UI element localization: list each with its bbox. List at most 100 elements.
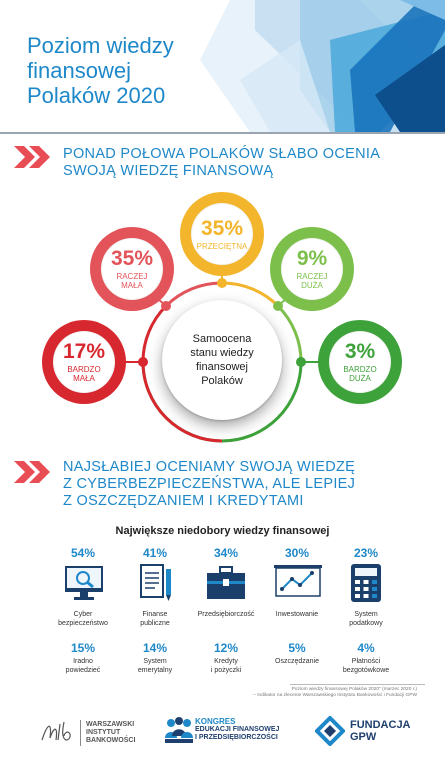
stat-value: 34% (213, 546, 239, 560)
stat-hard-to-say: 15% Iradno powiedzieć (48, 641, 118, 675)
footnote-line: – Indikator na zlecenie Warszawskiego In… (253, 693, 417, 698)
kongres-logo: KONGRES EDUKACJI FINANSOWEJ I PRZEDSIĘBI… (195, 718, 279, 742)
stat-name: i pożyczki (210, 666, 242, 674)
title-line-3: Polaków 2020 (27, 83, 166, 108)
bubble-label: DUŻA (349, 374, 371, 383)
gpw-logo: FUNDACJA GPW (350, 719, 411, 743)
center-text-line: Polaków (201, 375, 243, 387)
heading-line: NAJSŁABIEJ OCENIAMY SWOJĄ WIEDZĘ (63, 459, 356, 475)
double-chevron-icon (14, 461, 50, 483)
heading-line: PONAD POŁOWA POLAKÓW SŁABO OCENIA (63, 146, 381, 162)
bubble-label: MAŁA (121, 281, 143, 290)
wib-signature-logo (41, 721, 71, 741)
bubble-value: 17% (62, 340, 106, 363)
stat-name: emerytalny (137, 666, 173, 674)
stat-investing: 30% (262, 546, 332, 560)
stat-name: Finanse (142, 611, 168, 618)
kongres-people-logo (165, 717, 193, 743)
stat-name: podatkowy (349, 619, 383, 627)
subtitle-knowledge-gaps: Największe niedobory wiedzy finansowej (115, 525, 330, 537)
heading-line: Z CYBERBEZPIECZEŃSTWA, ALE LEPIEJ (63, 476, 356, 492)
stat-cyber-label: Cyber bezpieczeństwo (48, 608, 118, 628)
bubble-label: MAŁA (73, 374, 95, 383)
stat-value: 54% (70, 546, 96, 560)
center-text-line: stanu wiedzy (190, 347, 254, 359)
section-heading-self-assessment: PONAD POŁOWA POLAKÓW SŁABO OCENIA SWOJĄ … (63, 146, 380, 180)
gpw-logo-text: GPW (350, 731, 377, 743)
bubble-label: BARDZO (343, 365, 377, 374)
header-banner: Poziom wiedzy finansowej Polaków 2020 (0, 0, 445, 132)
bubble-label: RACZEJ (116, 272, 148, 281)
stat-name: Cyber (73, 611, 93, 618)
bubble-very-high: 3% BARDZO DUŻA (318, 320, 402, 404)
bubble-label: PRZECIĘTNA (196, 241, 248, 251)
wib-logo-text: WARSZAWSKI (86, 721, 135, 728)
stat-pension-system: 14% System emerytalny (120, 641, 190, 675)
calculator-icon (351, 564, 381, 602)
wib-logo-text: INSTYTUT (86, 729, 121, 736)
stat-name: Płatności (351, 658, 381, 665)
stat-cashless-payments: 4% Płatności bezgotówkowe (331, 641, 401, 675)
stat-name: Kredyty (214, 658, 238, 665)
stat-name: bezgotówkowe (342, 666, 390, 674)
wib-divider (80, 720, 81, 746)
kongres-logo-text: EDUKACJI FINANSOWEJ (195, 726, 280, 733)
heading-line: SWOJĄ WIEDZĘ FINANSOWĄ (63, 163, 274, 179)
document-pen-icon (140, 564, 171, 601)
wib-logo: WARSZAWSKI INSTYTUT BANKOWOŚCI (86, 721, 135, 745)
center-text-line: Samoocena (192, 333, 252, 345)
bubble-very-low: 17% BARDZO MAŁA (42, 320, 126, 404)
bubble-rather-low: 35% RACZEJ MAŁA (90, 227, 174, 311)
section-heading-knowledge-gaps: NAJSŁABIEJ OCENIAMY SWOJĄ WIEDZĘ Z CYBER… (63, 459, 355, 510)
stat-tax-system-label: System podatkowy (331, 608, 401, 628)
stat-value: 5% (288, 641, 306, 655)
stat-saving: 5% Oszczędzanie (262, 641, 332, 667)
stat-name: bezpieczeństwo (58, 619, 108, 627)
stat-name: powiedzieć (65, 666, 101, 674)
heading-line: Z OSZCZĘDZANIEM I KREDYTAMI (63, 493, 304, 509)
stat-tax-system: 23% (331, 546, 401, 560)
header-divider (0, 132, 445, 134)
center-text-line: finansowej (196, 361, 248, 373)
stat-value: 15% (70, 641, 96, 655)
footnote-line: Poziom wiedzy finansowej Polaków 2020" (… (291, 687, 417, 692)
monitor-lock-icon (65, 566, 103, 600)
header-geometric-art (200, 0, 445, 132)
bubble-value: 9% (296, 247, 328, 270)
stat-public-finance-label: Finanse publiczne (120, 608, 190, 628)
stat-value: 14% (142, 641, 168, 655)
wib-logo-text: BANKOWOŚCI (86, 737, 136, 744)
bubble-value: 3% (344, 340, 376, 363)
stat-value: 23% (353, 546, 379, 560)
title-line-2: finansowej (27, 58, 131, 83)
growth-chart-icon (274, 565, 322, 597)
stat-value: 12% (213, 641, 239, 655)
page-title: Poziom wiedzy finansowej Polaków 2020 (27, 33, 217, 108)
gpw-foundation-logo (315, 716, 345, 746)
stat-name: Przedsiębiorczość (197, 611, 255, 618)
stat-name: System (143, 658, 167, 665)
stat-cyber: 54% (48, 546, 118, 560)
double-chevron-icon (14, 146, 50, 168)
stat-name: System (354, 611, 378, 618)
bubble-average: 35% PRZECIĘTNA (180, 192, 264, 276)
bubble-rather-high: 9% RACZEJ DUŻA (270, 227, 354, 311)
stat-investing-label: Inwestowanie (262, 608, 332, 620)
bubble-label: BARDZO (67, 365, 101, 374)
kongres-logo-text: I PRZEDSIĘBIORCZOŚCI (195, 734, 278, 741)
stat-public-finance: 41% (120, 546, 190, 560)
stat-value: 41% (142, 546, 168, 560)
gpw-logo-text: FUNDACJA (350, 719, 411, 731)
stat-credits-loans: 12% Kredyty i pożyczki (191, 641, 261, 675)
stat-value: 30% (284, 546, 310, 560)
footer-logos: WARSZAWSKI INSTYTUT BANKOWOŚCI KONGRES E… (0, 706, 445, 760)
stat-entrepreneurship: 34% (191, 546, 261, 560)
stat-name: Iradno (73, 658, 93, 665)
bubble-label: DUŻA (301, 281, 323, 290)
bubble-value: 35% (110, 247, 154, 270)
bubble-value: 35% (200, 216, 244, 240)
bubble-label: RACZEJ (296, 272, 328, 281)
title-line-1: Poziom wiedzy (27, 33, 174, 58)
footnote-rule (290, 684, 425, 685)
center-disc: Samoocena stanu wiedzy finansowej Polakó… (162, 300, 282, 420)
